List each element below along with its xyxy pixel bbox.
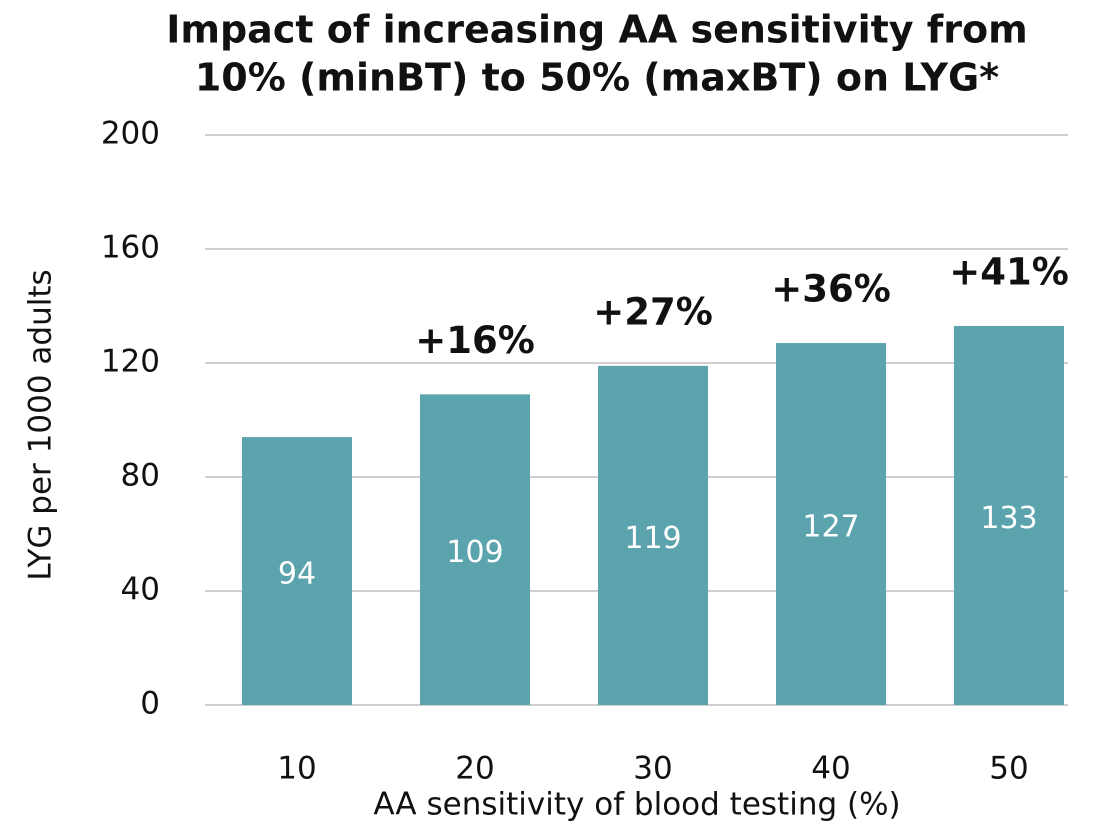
x-tick-label: 50 [989,751,1028,787]
y-axis-title: LYG per 1000 adults [23,269,59,580]
chart-title: 10% (minBT) to 50% (maxBT) on LYG* [195,56,999,100]
x-tick-label: 40 [811,751,850,787]
annotation: +41% [949,250,1069,293]
bar [242,437,352,705]
x-tick-label: 20 [455,751,494,787]
y-tick-label: 120 [101,344,160,380]
bar [954,325,1064,705]
bar [420,394,530,705]
data-label: 133 [980,501,1037,536]
x-tick-label: 10 [277,751,316,787]
annotation: +36% [771,268,891,311]
data-label: 127 [802,510,859,545]
y-tick-label: 160 [101,230,160,266]
annotation: +27% [593,290,713,333]
y-tick-label: 40 [121,572,160,608]
y-tick-label: 80 [121,458,160,494]
y-tick-label: 0 [140,686,160,722]
bar [776,343,886,705]
data-label: 109 [446,535,503,570]
bar [598,365,708,705]
data-label: 94 [278,557,316,592]
chart-title: Impact of increasing AA sensitivity from [166,8,1028,52]
y-tick-label: 200 [101,116,160,152]
annotation: +16% [415,319,535,362]
x-axis-title: AA sensitivity of blood testing (%) [373,787,900,823]
data-label: 119 [624,521,681,556]
x-tick-label: 30 [633,751,672,787]
